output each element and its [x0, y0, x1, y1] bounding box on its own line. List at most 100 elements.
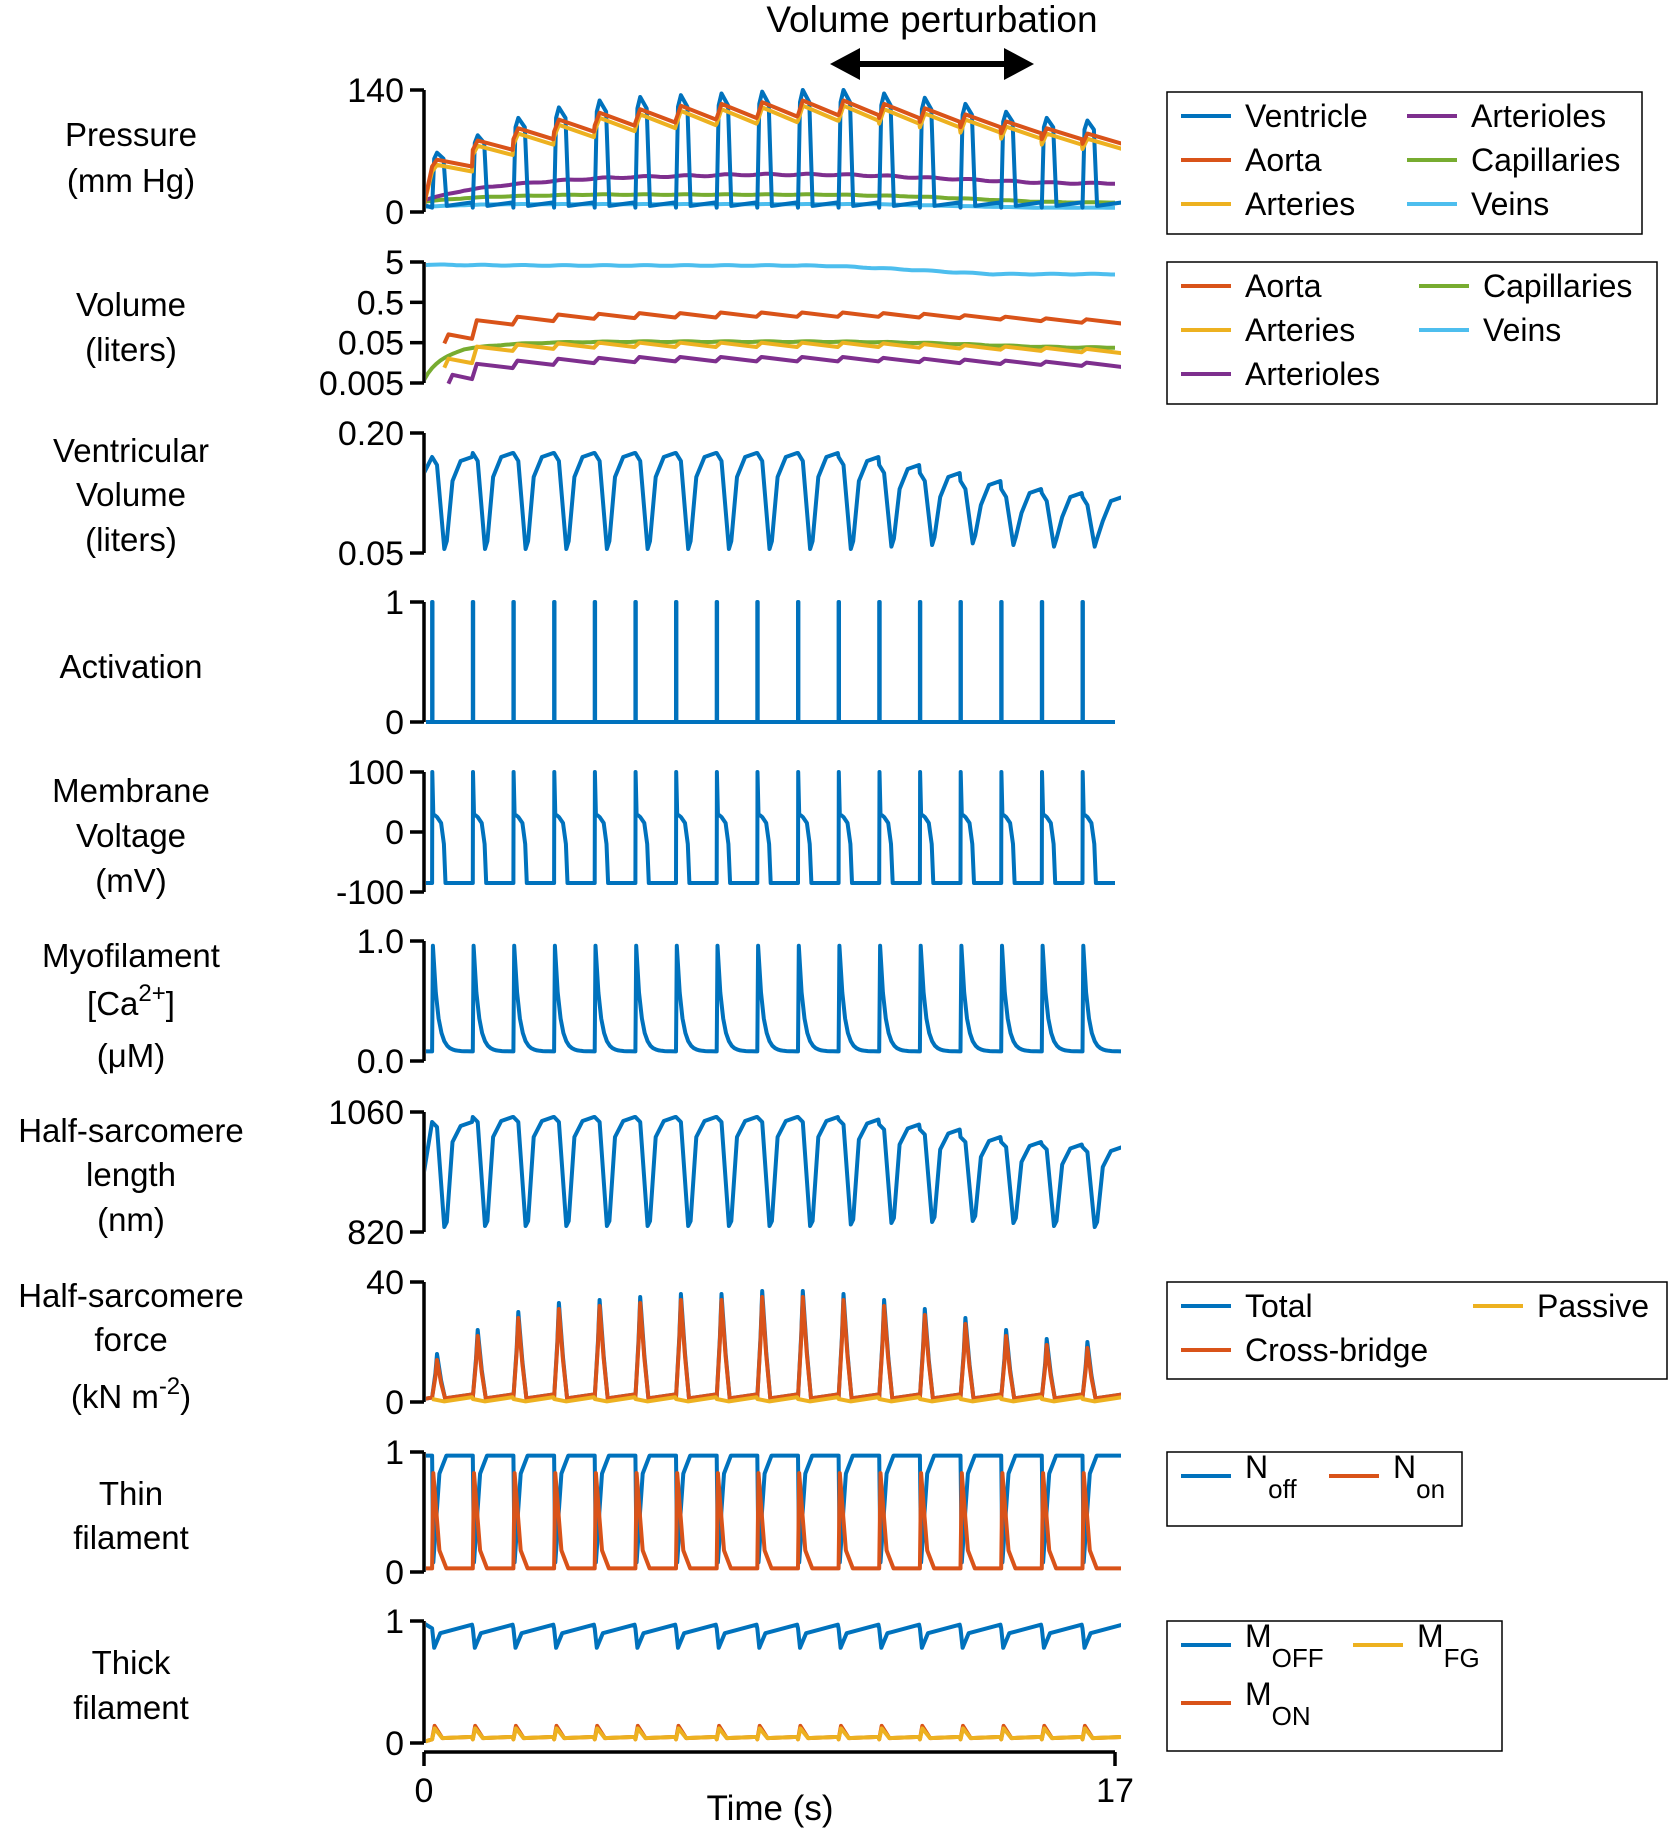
half-sarcomere-force-legend: Total Cross-bridge Passive — [1166, 1281, 1668, 1380]
pressure-panel: 0 140 Pressure (mm Hg) Ventricle Arterioles Ao… — [65, 72, 1643, 235]
volume-panel: 50.50.050.005 Volume (liters) Aorta Capillar… — [76, 244, 1658, 405]
volume-legend-label: Arteries — [1245, 312, 1355, 348]
pressure-ylabel: Pressure — [65, 116, 197, 153]
volume-ylabel: (liters) — [85, 331, 177, 368]
x-axis-label: Time (s) — [706, 1789, 833, 1828]
pressure-legend-label: Aorta — [1245, 142, 1322, 178]
myofilament-calcium-ylabel: (μM) — [97, 1037, 165, 1074]
ventricular-volume-series-group — [426, 451, 1121, 551]
half-sarcomere-force-series-group — [426, 1289, 1121, 1404]
pressure-ylabel: (mm Hg) — [67, 162, 195, 199]
volume-legend-label: Veins — [1483, 312, 1561, 348]
x-tick-label: 17 — [1096, 1772, 1134, 1810]
half-sarcomere-force-y-tick-label: 0 — [385, 1384, 404, 1422]
ventricular-volume-ylabel: Volume — [76, 476, 186, 513]
myofilament-calcium-series-myofilament-ca2- — [426, 943, 1121, 1054]
membrane-voltage-series-membrane-voltage — [426, 770, 1115, 885]
myofilament-calcium-series-group — [426, 943, 1121, 1054]
half-sarcomere-length-y-tick-label: 1060 — [328, 1094, 404, 1132]
activation-series-activation — [426, 600, 1115, 724]
activation-y-tick-label: 0 — [385, 704, 404, 742]
half-sarcomere-length-series-group — [426, 1115, 1121, 1229]
volume-legend-label: Capillaries — [1483, 268, 1632, 304]
pressure-legend-label: Ventricle — [1245, 98, 1368, 134]
half-sarcomere-length-y-tick-label: 820 — [347, 1214, 404, 1252]
thin-filament-y-tick-label: 1 — [385, 1434, 404, 1472]
pressure-series-ventricle — [426, 88, 1121, 210]
membrane-voltage-y-tick-label: -100 — [336, 874, 404, 912]
pressure-series-aorta — [426, 98, 1121, 205]
pressure-y-tick-label: 140 — [347, 72, 404, 110]
half-sarcomere-length-ylabel: Half-sarcomere — [18, 1112, 244, 1149]
half-sarcomere-length-ylabel: (nm) — [97, 1201, 165, 1238]
activation-series-group — [426, 600, 1115, 724]
myofilament-calcium-y-tick-label: 0.0 — [357, 1043, 404, 1081]
half-sarcomere-length-series-half-sarcomere-length — [426, 1115, 1121, 1229]
volume-series-veins — [426, 262, 1115, 277]
thick-filament-legend-label: MOFF — [1245, 1618, 1324, 1673]
volume-legend-label: Arterioles — [1245, 356, 1380, 392]
volume-ylabel: Volume — [76, 286, 186, 323]
ventricular-volume-y-tick-label: 0.20 — [338, 415, 404, 453]
membrane-voltage-ylabel: Membrane — [52, 772, 210, 809]
thin-filament-ylabel: filament — [73, 1519, 189, 1556]
membrane-voltage-panel: 100 0 -100 Membrane Voltage (mV) — [52, 754, 1115, 912]
ventricular-volume-ylabel: (liters) — [85, 521, 177, 558]
volume-legend-label: Aorta — [1245, 268, 1322, 304]
volume-series-arterioles — [446, 355, 1121, 385]
volume-y-tick-label: 0.005 — [319, 365, 404, 403]
activation-y-tick-label: 1 — [385, 584, 404, 622]
thick-filament-ylabel: Thick — [92, 1644, 171, 1681]
ventricular-volume-y-tick-label: 0.05 — [338, 535, 404, 573]
thick-filament-series-m-fg — [426, 1726, 1121, 1744]
membrane-voltage-series-group — [426, 770, 1115, 885]
activation-panel: 1 0 Activation — [59, 584, 1115, 742]
myofilament-calcium-ylabel: Myofilament — [42, 937, 220, 974]
x-tick-label: 0 — [415, 1772, 434, 1810]
pressure-legend-label: Veins — [1471, 186, 1549, 222]
annotation-arrow-left-head — [830, 48, 860, 80]
half-sarcomere-force-legend-label: Passive — [1537, 1288, 1649, 1324]
volume-y-tick-label: 0.5 — [357, 284, 404, 322]
annotation-arrow-right-head — [1004, 48, 1034, 80]
thick-filament-ylabel: filament — [73, 1689, 189, 1726]
volume-series-capillaries — [426, 339, 1115, 381]
half-sarcomere-force-ylabel: (kN m-2) — [71, 1373, 191, 1415]
half-sarcomere-force-ylabel: force — [94, 1321, 167, 1358]
ventricular-volume-series-ventricle — [426, 451, 1121, 551]
myofilament-calcium-ylabel: [Ca2+] — [87, 980, 175, 1022]
volume-legend: Aorta Capillaries Arteries Veins Arterioles — [1166, 261, 1658, 405]
half-sarcomere-force-series-cross-bridge — [426, 1295, 1121, 1401]
volume-y-tick-label: 5 — [385, 244, 404, 282]
thick-filament-y-tick-label: 1 — [385, 1603, 404, 1641]
pressure-legend-label: Arterioles — [1471, 98, 1606, 134]
thin-filament-series-n-off — [426, 1453, 1121, 1565]
half-sarcomere-force-legend-label: Total — [1245, 1288, 1313, 1324]
ventricular-volume-panel: 0.20 0.05 Ventricular Volume (liters) — [53, 415, 1121, 573]
half-sarcomere-force-legend-box — [1166, 1281, 1668, 1380]
thin-filament-ylabel: Thin — [99, 1475, 163, 1512]
myofilament-calcium-y-tick-label: 1.0 — [357, 923, 404, 961]
half-sarcomere-length-ylabel: length — [86, 1156, 176, 1193]
membrane-voltage-ylabel: Voltage — [76, 817, 186, 854]
ventricular-volume-ylabel: Ventricular — [53, 432, 209, 469]
half-sarcomere-length-panel: 1060 820 Half-sarcomere length (nm) — [18, 1094, 1121, 1252]
half-sarcomere-force-y-tick-label: 40 — [366, 1264, 404, 1302]
thick-filament-legend-box — [1166, 1620, 1503, 1752]
thin-filament-series-n-on — [426, 1471, 1121, 1571]
volume-legend-box — [1166, 261, 1658, 405]
pressure-legend: Ventricle Arterioles Aorta Capillaries Arter… — [1166, 91, 1643, 235]
activation-ylabel: Activation — [59, 648, 202, 685]
volume-perturbation-annotation: Volume perturbation — [766, 0, 1098, 80]
half-sarcomere-force-panel: 40 0 Half-sarcomere force (kN m-2) Total Cross… — [18, 1264, 1668, 1422]
half-sarcomere-force-ylabel: Half-sarcomere — [18, 1277, 244, 1314]
volume-series-group — [426, 262, 1121, 385]
pressure-legend-label: Capillaries — [1471, 142, 1620, 178]
thick-filament-y-tick-label: 0 — [385, 1725, 404, 1763]
membrane-voltage-ylabel: (mV) — [95, 862, 166, 899]
